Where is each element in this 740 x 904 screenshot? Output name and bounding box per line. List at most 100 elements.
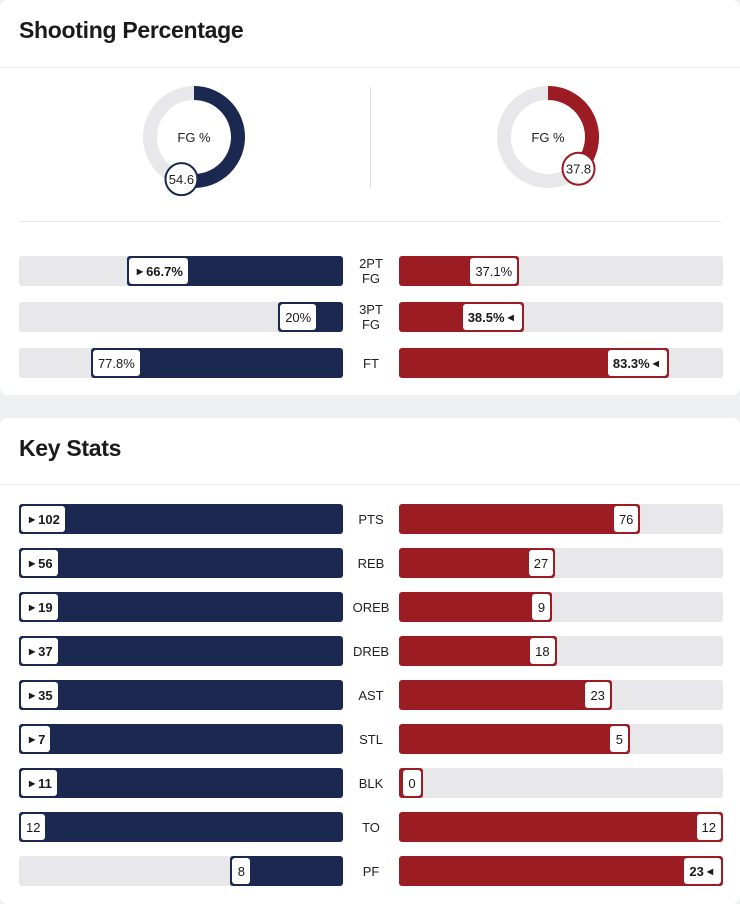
home-value-label: ▶ 7: [21, 726, 51, 752]
home-bar-track: 8: [19, 856, 343, 886]
home-value-label: ▶ 35: [21, 682, 58, 708]
stat-label: 3PT FG: [359, 302, 383, 332]
away-bar-track: 27: [399, 548, 723, 578]
triangle-right-icon: ▶: [29, 734, 36, 744]
donut-label: FG %: [531, 130, 565, 145]
home-value-label: ▶ 66.7%: [128, 258, 188, 284]
away-bar-track: 37.1%: [399, 256, 723, 286]
home-bar: 8: [230, 856, 343, 886]
triangle-right-icon: ▶: [29, 602, 36, 612]
stat-label: OREB: [352, 599, 390, 615]
away-bar-track: 18: [399, 636, 723, 666]
away-value-label: 0: [403, 770, 421, 796]
fg-value: 54.6: [169, 172, 194, 187]
stat-row-oreb: ▶ 19 OREB 9: [0, 592, 740, 622]
away-bar-track: 38.5% ◀: [399, 302, 723, 332]
triangle-right-icon: ▶: [29, 778, 36, 788]
home-fg-donut: FG % 54.6: [143, 86, 245, 197]
away-value: 38.5%: [467, 309, 505, 325]
triangle-right-icon: ▶: [29, 558, 36, 568]
home-value-label: ▶ 11: [21, 770, 57, 796]
stat-label: REB: [357, 555, 385, 571]
away-bar: 83.3% ◀: [399, 348, 669, 378]
away-bar-track: 5: [399, 724, 723, 754]
stat-label: DREB: [352, 643, 390, 659]
donut-arc: [179, 86, 245, 188]
away-bar: 9: [399, 592, 553, 622]
stat-row-blk: ▶ 11 BLK 0: [0, 768, 740, 798]
home-value: 12: [26, 819, 41, 835]
away-value-label: 18: [530, 638, 555, 664]
home-value-label: 20%: [280, 304, 317, 330]
away-bar-track: 83.3% ◀: [399, 348, 723, 378]
home-value: 37: [38, 643, 53, 659]
fg-value: 37.8: [566, 162, 591, 177]
away-value: 23: [590, 687, 605, 703]
home-bar-track: 12: [19, 812, 343, 842]
stat-row-ast: ▶ 35 AST 23: [0, 680, 740, 710]
fg-value-badge: [561, 151, 596, 186]
home-bar: 12: [19, 812, 343, 842]
home-value-label: 12: [21, 814, 46, 840]
away-bar: 23 ◀: [399, 856, 723, 886]
away-bar: 5: [399, 724, 631, 754]
away-value-label: 23: [585, 682, 610, 708]
triangle-right-icon: ▶: [29, 690, 36, 700]
home-value: 7: [38, 731, 46, 747]
stat-label: PF: [362, 863, 380, 879]
fg-value-badge: [164, 162, 199, 197]
home-bar-track: ▶ 66.7%: [19, 256, 343, 286]
home-bar-track: ▶ 11: [19, 768, 343, 798]
away-bar: 12: [399, 812, 723, 842]
stat-row-dreb: ▶ 37 DREB 18: [0, 636, 740, 666]
away-bar-track: 12: [399, 812, 723, 842]
home-value: 20%: [285, 309, 312, 325]
home-value-label: ▶ 37: [21, 638, 58, 664]
home-value: 77.8%: [97, 355, 135, 371]
home-bar: ▶ 102: [19, 504, 343, 534]
away-bar: 23: [399, 680, 612, 710]
divider: [0, 67, 740, 68]
home-bar: ▶ 56: [19, 548, 343, 578]
triangle-left-icon: ◀: [507, 312, 514, 322]
divider: [0, 484, 740, 485]
stat-row-pf: 8 PF 23 ◀: [0, 856, 740, 886]
home-bar-track: ▶ 19: [19, 592, 343, 622]
home-bar: 20%: [278, 302, 343, 332]
away-value: 12: [701, 819, 716, 835]
home-value: 66.7%: [146, 263, 183, 279]
away-value: 27: [533, 555, 549, 571]
home-bar-track: ▶ 56: [19, 548, 343, 578]
away-value-label: 23 ◀: [684, 858, 721, 884]
home-bar-track: 20%: [19, 302, 343, 332]
triangle-right-icon: ▶: [29, 514, 36, 524]
away-value: 76: [618, 511, 634, 527]
away-bar-track: 9: [399, 592, 723, 622]
home-value-label: 77.8%: [92, 350, 140, 376]
away-bar: 0: [399, 768, 423, 798]
stat-label: TO: [362, 819, 380, 835]
away-value-label: 37.1%: [470, 258, 518, 284]
away-value: 23: [689, 863, 704, 879]
stat-row-ft: 77.8% FT 83.3% ◀: [0, 348, 740, 378]
home-value-label: ▶ 102: [21, 506, 65, 532]
home-bar: ▶ 66.7%: [126, 256, 343, 286]
stat-label: FT: [363, 355, 379, 371]
away-bar: 27: [399, 548, 556, 578]
home-value: 19: [38, 599, 53, 615]
stat-row-reb: ▶ 56 REB 27: [0, 548, 740, 578]
away-value: 0: [408, 775, 416, 791]
away-bar: 76: [399, 504, 641, 534]
away-value-label: 38.5% ◀: [462, 304, 522, 330]
donut-label: FG %: [177, 130, 211, 145]
away-value-label: 9: [532, 594, 551, 620]
divider: [19, 221, 721, 222]
away-value: 37.1%: [475, 263, 513, 279]
shooting-percentage-card: Shooting Percentage FG % 54.6 FG % 37.8 ▶ 6…: [0, 0, 740, 395]
home-bar-track: ▶ 102: [19, 504, 343, 534]
stat-row-pts: ▶ 102 PTS 76: [0, 504, 740, 534]
home-bar-track: 77.8%: [19, 348, 343, 378]
stat-row-2pt-fg: ▶ 66.7% 2PT FG 37.1%: [0, 256, 740, 286]
home-bar: ▶ 35: [19, 680, 343, 710]
triangle-right-icon: ▶: [136, 266, 144, 276]
